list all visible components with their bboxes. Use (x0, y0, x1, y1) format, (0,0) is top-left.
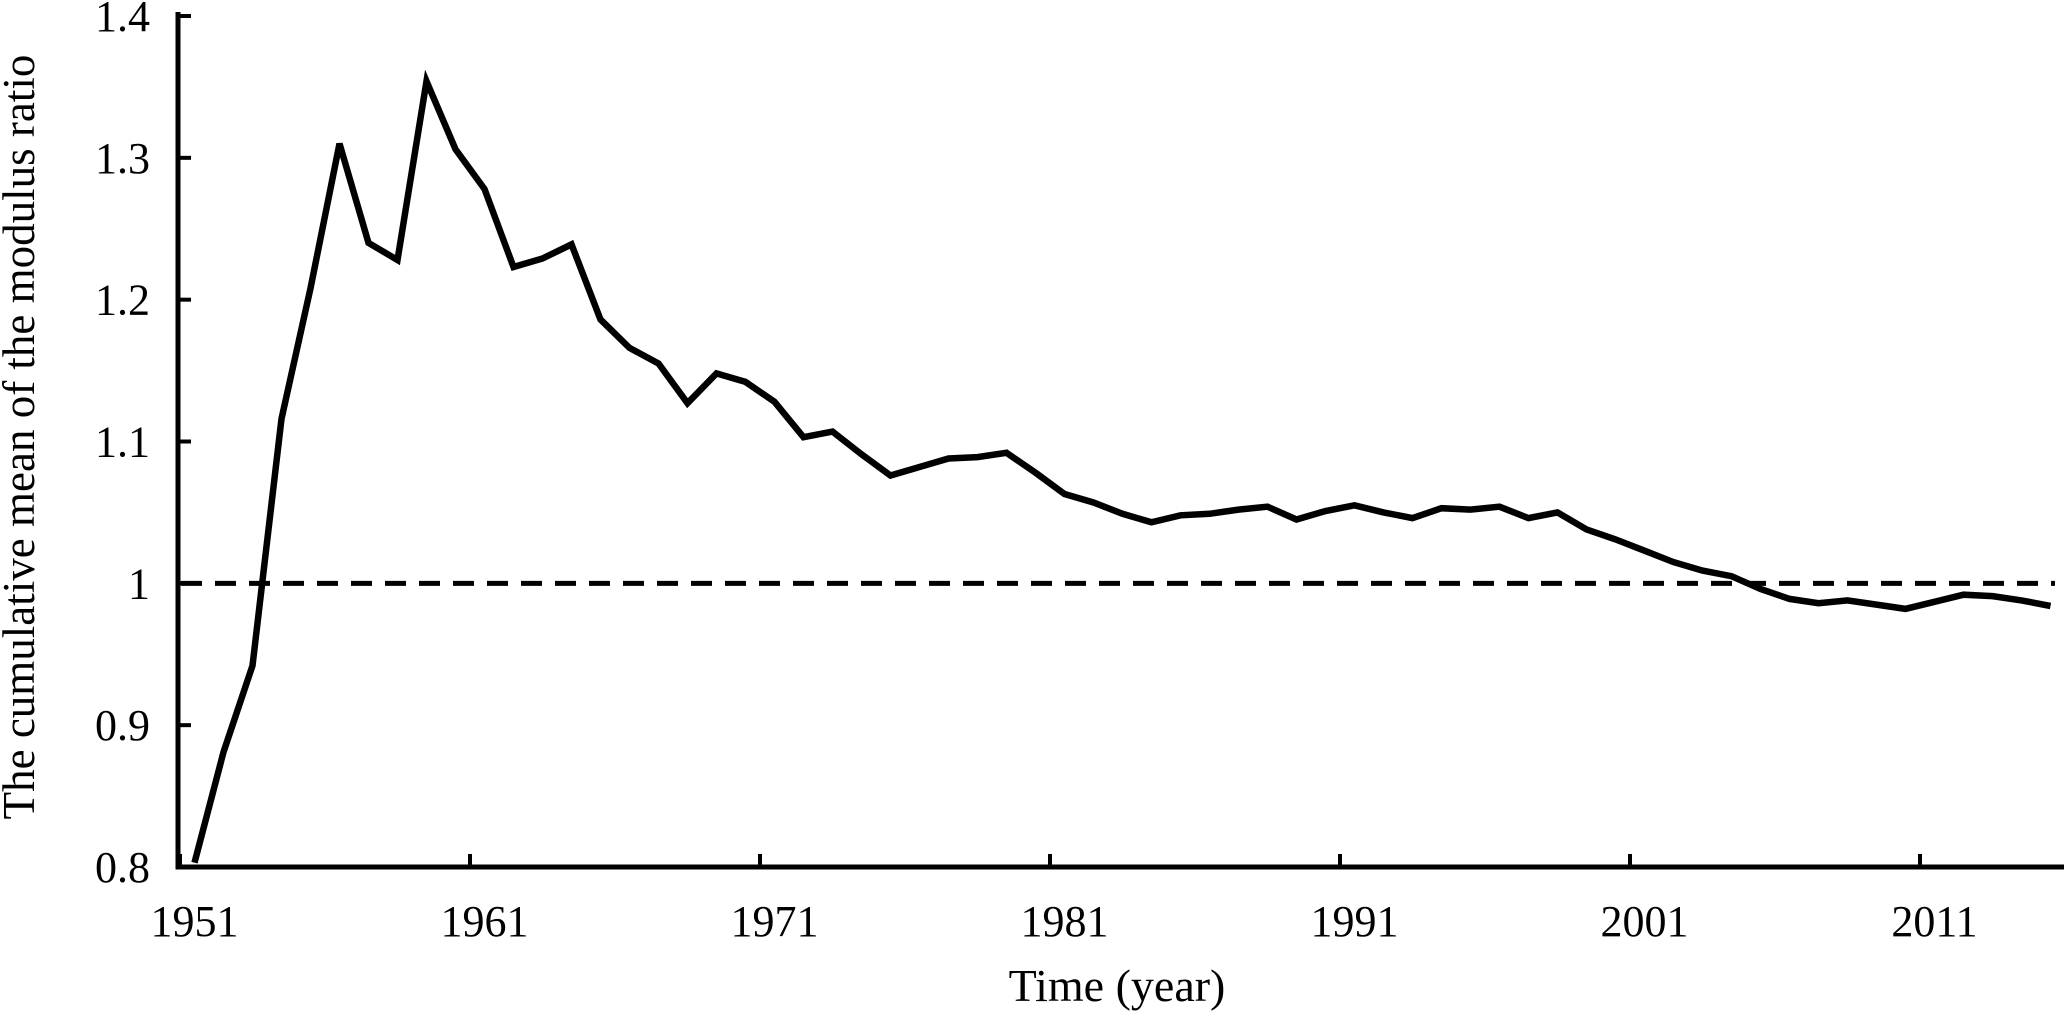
x-tick-label: 1981 (1021, 897, 1109, 946)
y-tick-label: 0.8 (95, 843, 150, 892)
x-tick-label: 1971 (731, 897, 819, 946)
series-line (191, 69, 2052, 864)
x-tick-label: 1991 (1311, 897, 1399, 946)
y-tick-label: 1.4 (95, 0, 150, 41)
x-axis-title: Time (year) (1009, 960, 1226, 1011)
plot-area: 0.8 0.9 1 1.1 1.2 1.3 1.4 1951 1961 1971 1981 1991 2… (95, 0, 2064, 946)
x-tick-label: 2011 (1891, 897, 1977, 946)
y-tick-label: 1.1 (95, 418, 150, 467)
x-tick-label: 1961 (441, 897, 529, 946)
x-tick-label: 2001 (1601, 897, 1689, 946)
y-tick-label: 1.3 (95, 134, 150, 183)
y-axis-title: The cumulative mean of the modulus ratio (0, 55, 44, 820)
y-tick-label: 1 (128, 559, 150, 608)
x-tick-label: 1951 (151, 897, 239, 946)
y-tick-label: 0.9 (95, 701, 150, 750)
y-tick-label: 1.2 (95, 276, 150, 325)
